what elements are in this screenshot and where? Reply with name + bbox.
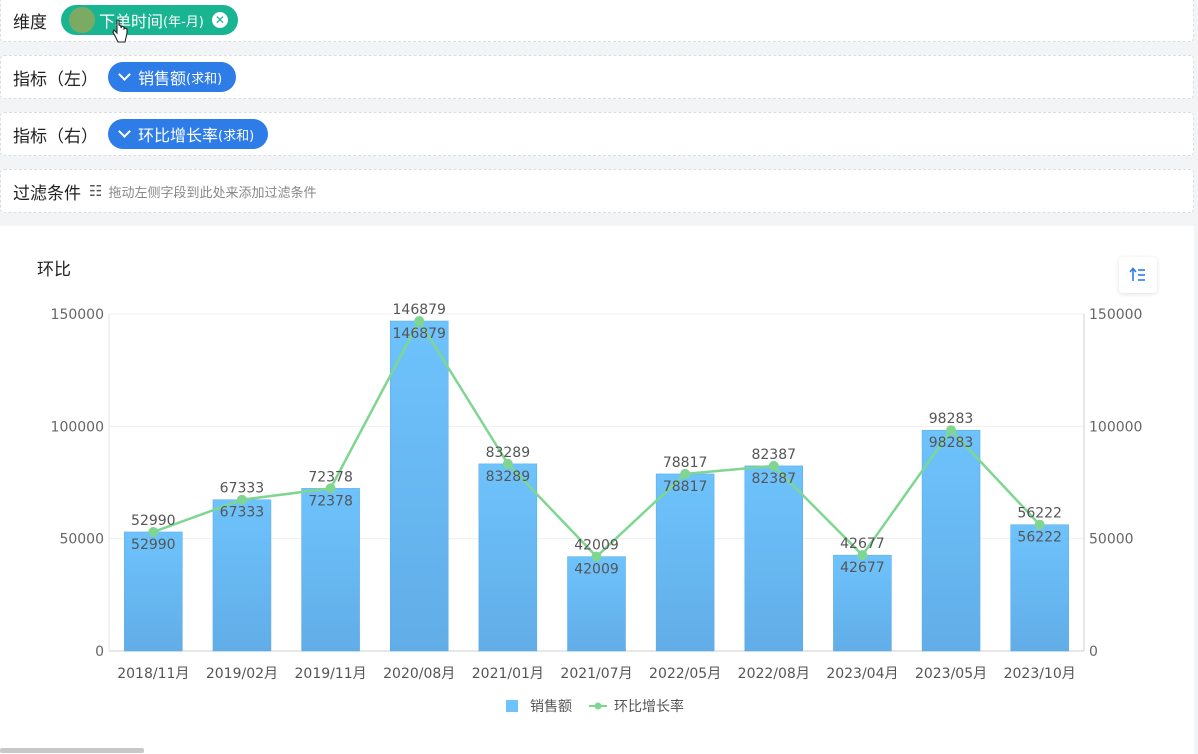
filter-label: 过滤条件 — [13, 183, 81, 204]
y-tick-label-left: 0 — [95, 644, 104, 660]
y-tick-label-left: 150000 — [51, 307, 104, 323]
dimension-field-name: 下单时间 — [99, 12, 164, 31]
sort-button[interactable] — [1119, 257, 1157, 293]
x-tick-label: 2019/02月 — [206, 666, 278, 682]
line-value-label: 82387 — [751, 447, 796, 463]
metric-left-field-suffix: (求和) — [186, 71, 223, 87]
bar — [389, 320, 449, 652]
filter-hint: 拖动左侧字段到此处来添加过滤条件 — [108, 185, 317, 201]
line-value-label: 98283 — [929, 411, 974, 427]
legend-bar-label: 销售额 — [530, 699, 572, 715]
metric-left-field-pill[interactable]: 销售额 (求和) — [108, 62, 237, 92]
dimension-field-suffix: (年-月) — [163, 14, 204, 30]
x-tick-label: 2023/05月 — [915, 666, 987, 682]
line-point — [414, 316, 425, 327]
legend-line-point — [594, 702, 602, 710]
x-tick-label: 2021/07月 — [560, 666, 632, 682]
drag-handle-icon[interactable] — [69, 7, 95, 33]
y-tick-label-right: 100000 — [1089, 419, 1142, 435]
bar-value-label: 98283 — [929, 435, 974, 451]
line-point — [236, 494, 247, 505]
line-value-label: 42009 — [574, 538, 619, 554]
x-tick-label: 2022/08月 — [738, 666, 810, 682]
y-tick-label-right: 0 — [1089, 644, 1098, 660]
metric-left-label: 指标（左） — [13, 69, 98, 90]
bar — [301, 488, 360, 652]
line-point — [1034, 519, 1045, 530]
y-tick-label-left: 100000 — [51, 419, 104, 435]
line-value-label: 42677 — [840, 536, 885, 552]
metric-left-row: 指标（左） 销售额 (求和) — [0, 55, 1194, 99]
x-tick-label: 2023/10月 — [1004, 666, 1076, 682]
line-value-label: 146879 — [393, 302, 446, 318]
legend-line-label: 环比增长率 — [614, 698, 684, 715]
metric-right-field-pill[interactable]: 环比增长率 (求和) — [108, 119, 269, 149]
bar-value-label: 42009 — [574, 562, 619, 578]
x-tick-label: 2021/01月 — [472, 666, 544, 682]
bar — [744, 465, 804, 652]
chart-title: 环比 — [37, 260, 71, 280]
y-tick-label-left: 50000 — [59, 532, 104, 548]
bar — [921, 429, 981, 652]
x-tick-label: 2019/11月 — [295, 666, 367, 682]
metric-right-label: 指标（右） — [13, 126, 98, 147]
bar — [655, 473, 715, 652]
filter-list-icon: ☷ — [89, 182, 103, 200]
line-point — [325, 483, 336, 494]
line-value-label: 78817 — [663, 455, 708, 471]
line-point — [502, 458, 513, 469]
metric-right-row: 指标（右） 环比增长率 (求和) — [0, 112, 1194, 156]
dimension-field-pill[interactable]: 下单时间 (年-月) ✕ — [61, 5, 238, 35]
growth-rate-line — [152, 319, 1041, 558]
bar — [1010, 524, 1069, 652]
bar — [833, 554, 892, 652]
bar-value-label: 67333 — [220, 505, 265, 521]
bar-value-label: 83289 — [486, 469, 531, 485]
line-value-label: 72378 — [308, 469, 353, 485]
bar-value-label: 78817 — [663, 479, 708, 495]
line-point — [857, 550, 868, 561]
bar — [124, 531, 183, 652]
hand-cursor-icon — [112, 19, 128, 43]
dimension-label: 维度 — [13, 12, 47, 33]
line-value-label: 56222 — [1017, 506, 1062, 522]
y-tick-label-right: 150000 — [1089, 307, 1142, 323]
metric-left-field-name: 销售额 — [138, 69, 187, 88]
line-value-label: 52990 — [131, 513, 176, 529]
bar — [567, 556, 626, 652]
bar-value-label: 42677 — [840, 560, 885, 576]
legend-bar-swatch — [506, 700, 518, 712]
sort-ascending-icon — [1129, 267, 1145, 281]
x-tick-label: 2020/08月 — [383, 666, 455, 682]
line-value-label: 83289 — [486, 445, 531, 461]
line-value-label: 67333 — [220, 481, 265, 497]
bar — [478, 463, 538, 652]
line-point — [680, 468, 691, 479]
dimension-row: 维度 下单时间 (年-月) ✕ — [0, 0, 1194, 42]
metric-right-field-suffix: (求和) — [218, 128, 255, 144]
x-tick-label: 2018/11月 — [117, 666, 189, 682]
x-tick-label: 2022/05月 — [649, 666, 721, 682]
line-point — [591, 551, 602, 562]
line-point — [946, 425, 957, 436]
bar-value-label: 72378 — [308, 493, 353, 509]
bar-value-label: 52990 — [131, 537, 176, 553]
filter-row[interactable]: 过滤条件 ☷ 拖动左侧字段到此处来添加过滤条件 — [0, 169, 1194, 213]
horizontal-scrollbar[interactable] — [0, 748, 144, 753]
line-point — [148, 526, 159, 537]
bar-value-label: 56222 — [1017, 530, 1062, 546]
bar-value-label: 146879 — [393, 326, 446, 342]
bar-value-label: 82387 — [751, 471, 796, 487]
line-point — [768, 460, 779, 471]
metric-right-field-name: 环比增长率 — [138, 126, 219, 145]
remove-field-icon[interactable]: ✕ — [211, 12, 228, 28]
bar — [212, 499, 272, 652]
y-tick-label-right: 50000 — [1089, 532, 1134, 548]
x-tick-label: 2023/04月 — [826, 666, 898, 682]
